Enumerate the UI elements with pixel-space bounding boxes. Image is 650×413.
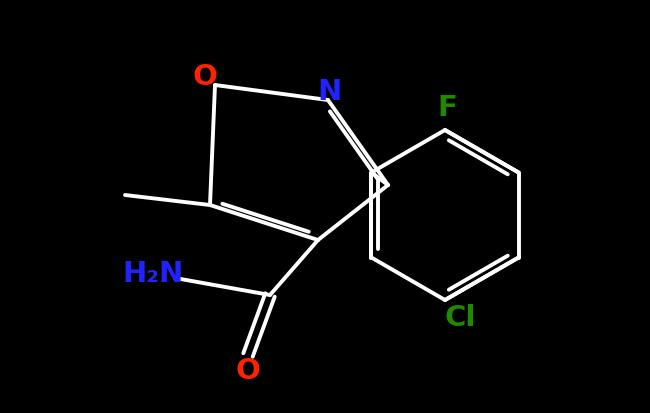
Text: F: F [437, 94, 457, 122]
Text: O: O [235, 357, 261, 385]
Text: Cl: Cl [444, 304, 476, 332]
Text: O: O [192, 63, 218, 91]
Text: H₂N: H₂N [122, 260, 183, 288]
Text: N: N [318, 78, 342, 106]
